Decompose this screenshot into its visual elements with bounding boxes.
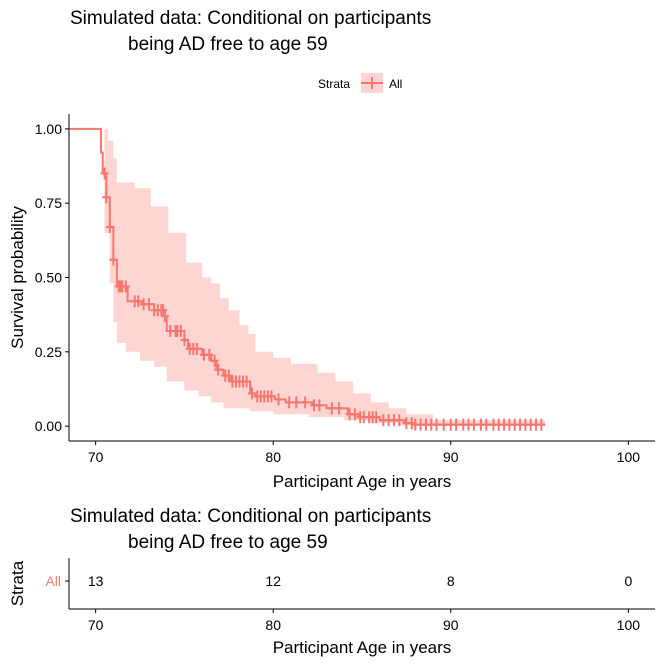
risk-count: 12 bbox=[265, 573, 281, 589]
risk-count: 8 bbox=[447, 573, 455, 589]
risk-table-title: being AD free to age 59 bbox=[128, 532, 328, 553]
y-tick-label: 0.00 bbox=[35, 418, 62, 434]
risk-x-tick-label: 80 bbox=[265, 617, 281, 633]
risk-x-axis-label: Participant Age in years bbox=[273, 638, 452, 657]
x-tick-label: 90 bbox=[443, 449, 459, 465]
chart-title: being AD free to age 59 bbox=[128, 34, 328, 55]
risk-x-tick-label: 70 bbox=[88, 617, 104, 633]
risk-count: 0 bbox=[624, 573, 632, 589]
legend-label: All bbox=[389, 77, 402, 91]
x-tick-label: 80 bbox=[265, 449, 281, 465]
risk-row-label: All bbox=[45, 573, 61, 589]
y-tick-label: 0.75 bbox=[35, 195, 62, 211]
x-tick-label: 100 bbox=[617, 449, 641, 465]
risk-count: 13 bbox=[88, 573, 104, 589]
risk-x-tick-label: 90 bbox=[443, 617, 459, 633]
y-axis-label: Survival probability bbox=[8, 206, 27, 349]
y-tick-label: 1.00 bbox=[35, 121, 62, 137]
x-tick-label: 70 bbox=[88, 449, 104, 465]
y-tick-label: 0.25 bbox=[35, 344, 62, 360]
confidence-ribbon bbox=[69, 128, 545, 427]
y-tick-label: 0.50 bbox=[35, 270, 62, 286]
chart-title: Simulated data: Conditional on participa… bbox=[70, 8, 431, 29]
risk-y-axis-label: Strata bbox=[8, 560, 27, 606]
x-axis-label: Participant Age in years bbox=[273, 472, 452, 491]
risk-x-tick-label: 100 bbox=[617, 617, 641, 633]
legend-title: Strata bbox=[318, 77, 350, 91]
risk-table-title: Simulated data: Conditional on participa… bbox=[70, 506, 431, 527]
